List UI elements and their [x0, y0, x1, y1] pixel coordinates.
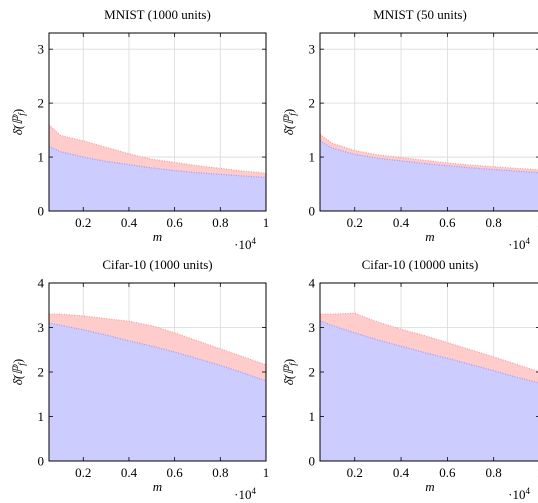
y-tick-label: 2	[38, 365, 45, 380]
x-tick-label: 0.2	[347, 465, 363, 480]
x-axis-multiplier: ·104	[508, 486, 530, 502]
chart-panel-2: 0.2 0.4 0.6 0.8 1 0 1 2 3 MNIST (50 units) m ·104 δ̄…	[281, 7, 538, 252]
chart-title: Cifar-10 (10000 units)	[362, 257, 479, 272]
y-axis-label: δ̄(ℙf)	[10, 109, 27, 135]
lower-bound-area	[320, 320, 538, 461]
x-tick-label: 0.8	[212, 215, 228, 230]
x-axis-label: m	[425, 229, 434, 244]
x-tick-label: 0.2	[75, 465, 91, 480]
x-tick-label: 0.6	[439, 215, 456, 230]
x-tick-label: 0.2	[347, 215, 363, 230]
y-tick-label: 3	[38, 42, 45, 57]
y-tick-label: 2	[309, 365, 316, 380]
chart-panel-1: 0.2 0.4 0.6 0.8 1 0 1 2 3 MNIST (1000 units) m ·104…	[10, 7, 269, 252]
y-tick-label: 0	[38, 454, 45, 469]
x-tick-label: 0.6	[167, 215, 184, 230]
axis-frame	[319, 32, 538, 212]
x-tick-label: 1	[537, 465, 538, 480]
lower-bound-area	[49, 146, 266, 211]
y-tick-label: 1	[38, 150, 45, 165]
lower-bound-line	[320, 140, 538, 174]
upper-bound-line	[320, 312, 538, 372]
x-axis-label: m	[153, 479, 162, 494]
x-tick-label: 1	[263, 465, 270, 480]
x-tick-label: 0.2	[75, 215, 91, 230]
y-tick-label: 3	[38, 320, 45, 335]
upper-bound-line	[49, 124, 266, 174]
x-axis-label: m	[153, 229, 162, 244]
y-tick-label: 1	[309, 409, 316, 424]
y-tick-label: 0	[38, 204, 45, 219]
y-tick-label: 3	[309, 320, 316, 335]
x-tick-label: 0.6	[439, 465, 456, 480]
y-tick-label: 3	[309, 42, 316, 57]
x-tick-label: 0.8	[212, 465, 228, 480]
y-tick-label: 0	[309, 204, 316, 219]
x-axis-label: m	[425, 479, 434, 494]
x-tick-label: 0.4	[121, 215, 138, 230]
y-axis-label: δ̄(ℙf)	[10, 359, 27, 385]
y-tick-label: 2	[38, 96, 45, 111]
lower-bound-line	[49, 145, 266, 179]
x-axis-multiplier: ·104	[234, 486, 256, 502]
chart-panel-3: 0.2 0.4 0.6 0.8 1 0 1 2 3 4 Cifar-10 (1000 units) m…	[10, 257, 269, 502]
chart-title: MNIST (1000 units)	[104, 7, 211, 22]
chart-title: Cifar-10 (1000 units)	[102, 257, 212, 272]
y-axis-label: δ̄(ℙf)	[281, 109, 298, 135]
x-axis-multiplier: ·104	[508, 236, 530, 252]
y-axis-label: δ̄(ℙf)	[281, 359, 298, 385]
y-tick-label: 0	[309, 454, 316, 469]
x-tick-label: 0.4	[393, 215, 410, 230]
x-tick-label: 0.4	[393, 465, 410, 480]
x-tick-label: 0.8	[486, 215, 502, 230]
y-tick-label: 4	[309, 276, 316, 291]
chart-panel-4: 0.2 0.4 0.6 0.8 1 0 1 2 3 4 Cifar-10 (10000 units)…	[281, 257, 538, 502]
x-tick-label: 1	[263, 215, 270, 230]
y-tick-label: 2	[309, 96, 316, 111]
chart-title: MNIST (50 units)	[373, 7, 467, 22]
y-tick-label: 1	[38, 409, 45, 424]
lower-bound-area	[320, 140, 538, 211]
x-tick-label: 0.6	[167, 465, 184, 480]
x-tick-label: 0.4	[121, 465, 138, 480]
lower-bound-area	[49, 323, 266, 461]
y-tick-label: 1	[309, 150, 316, 165]
y-tick-label: 4	[38, 276, 45, 291]
upper-bound-line	[320, 133, 538, 171]
x-tick-label: 1	[537, 215, 538, 230]
axis-frame	[48, 32, 267, 212]
lower-bound-line	[49, 322, 266, 382]
x-axis-multiplier: ·104	[234, 236, 256, 252]
x-tick-label: 0.8	[486, 465, 502, 480]
